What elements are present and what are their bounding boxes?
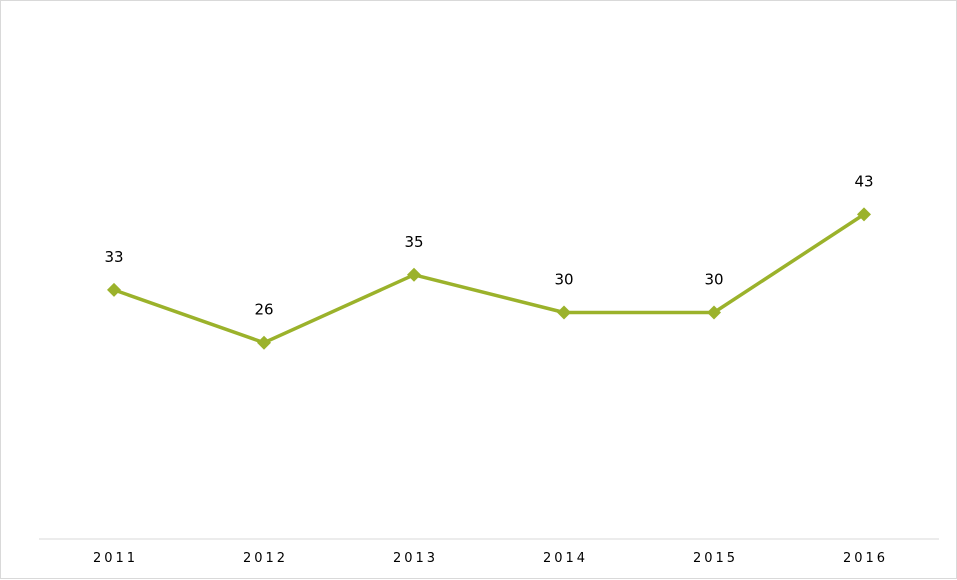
data-point-marker-2016 <box>857 207 871 222</box>
x-tick-label-2011: 2011 <box>93 551 138 566</box>
x-tick-label-2015: 2015 <box>693 551 738 566</box>
data-label-2012: 26 <box>254 301 273 319</box>
x-tick-label-2014: 2014 <box>543 551 588 566</box>
series-line <box>113 212 865 345</box>
x-tick-label-2016: 2016 <box>843 551 888 566</box>
data-label-2014: 30 <box>554 271 573 289</box>
x-tick-label-2012: 2012 <box>243 551 288 566</box>
data-point-marker-2011 <box>107 282 121 297</box>
x-tick-label-2013: 2013 <box>393 551 438 566</box>
data-label-layer: 33 26 35 30 30 43 <box>104 172 873 318</box>
data-label-2013: 35 <box>404 233 423 251</box>
series-layer <box>113 212 865 345</box>
data-point-marker-2014 <box>557 305 571 320</box>
data-label-2015: 30 <box>704 271 723 289</box>
data-point-marker-2013 <box>407 267 421 282</box>
data-point-marker-2012 <box>257 335 271 350</box>
data-label-2011: 33 <box>104 248 123 266</box>
data-label-2016: 43 <box>854 172 873 190</box>
data-point-marker-2015 <box>707 305 721 320</box>
marker-layer <box>107 207 871 350</box>
x-tick-layer: 2011 2012 2013 2014 2015 2016 <box>93 551 888 566</box>
